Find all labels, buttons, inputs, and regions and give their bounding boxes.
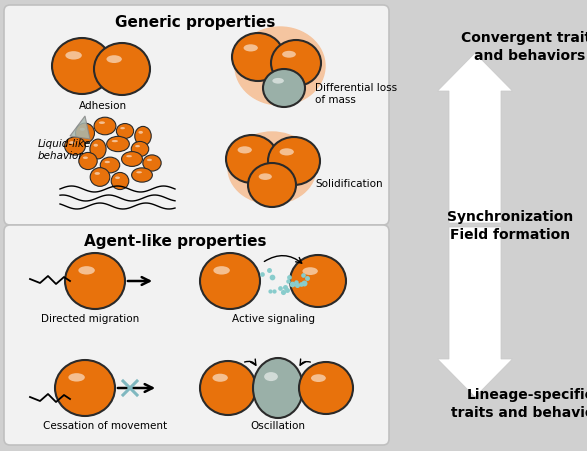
Ellipse shape [135, 146, 140, 148]
Ellipse shape [106, 56, 122, 64]
Ellipse shape [78, 267, 95, 275]
Ellipse shape [116, 124, 134, 139]
Ellipse shape [299, 362, 353, 414]
Ellipse shape [290, 255, 346, 307]
Text: Cessation of movement: Cessation of movement [43, 420, 167, 430]
Ellipse shape [107, 137, 129, 152]
Ellipse shape [200, 253, 260, 309]
Ellipse shape [244, 45, 258, 52]
Ellipse shape [311, 374, 326, 382]
FancyArrow shape [437, 227, 512, 397]
Ellipse shape [228, 133, 316, 205]
Ellipse shape [94, 118, 116, 135]
Ellipse shape [263, 70, 305, 108]
Text: Adhesion: Adhesion [79, 101, 127, 111]
Ellipse shape [213, 267, 230, 275]
Ellipse shape [115, 177, 120, 179]
Ellipse shape [259, 174, 272, 180]
Ellipse shape [93, 144, 98, 147]
Ellipse shape [131, 169, 153, 183]
Ellipse shape [126, 156, 132, 158]
Ellipse shape [79, 153, 97, 170]
Ellipse shape [212, 374, 228, 382]
FancyBboxPatch shape [4, 226, 389, 445]
Ellipse shape [264, 372, 278, 381]
Polygon shape [70, 117, 90, 140]
Ellipse shape [80, 129, 85, 131]
Ellipse shape [104, 161, 110, 164]
Ellipse shape [69, 142, 75, 145]
Ellipse shape [65, 253, 125, 309]
Ellipse shape [272, 79, 284, 84]
Ellipse shape [100, 158, 120, 174]
Ellipse shape [238, 147, 252, 154]
Ellipse shape [76, 124, 95, 143]
Ellipse shape [282, 52, 296, 59]
Ellipse shape [111, 173, 129, 190]
Ellipse shape [200, 361, 256, 415]
Text: Differential loss
of mass: Differential loss of mass [315, 83, 397, 105]
Ellipse shape [68, 373, 85, 382]
Ellipse shape [65, 138, 85, 156]
Ellipse shape [122, 152, 143, 167]
Ellipse shape [131, 142, 149, 157]
Ellipse shape [90, 140, 106, 160]
FancyArrow shape [437, 54, 512, 224]
Ellipse shape [139, 132, 143, 134]
Ellipse shape [83, 157, 88, 160]
Ellipse shape [99, 122, 105, 124]
Ellipse shape [112, 141, 118, 143]
Text: Directed migration: Directed migration [41, 313, 139, 323]
Ellipse shape [136, 172, 142, 174]
Ellipse shape [90, 168, 110, 187]
Ellipse shape [65, 52, 82, 60]
Text: Generic properties: Generic properties [115, 14, 275, 29]
Text: Solidification: Solidification [315, 179, 383, 189]
Ellipse shape [52, 39, 112, 95]
Text: Active signaling: Active signaling [232, 313, 315, 323]
Ellipse shape [143, 156, 161, 172]
Text: Liquid-like
behavior: Liquid-like behavior [38, 138, 91, 161]
Text: Convergent traits
and behaviors: Convergent traits and behaviors [461, 31, 587, 63]
Text: Agent-like properties: Agent-like properties [84, 234, 266, 249]
Text: Lineage-specific
traits and behaviors: Lineage-specific traits and behaviors [451, 387, 587, 419]
Ellipse shape [302, 267, 318, 276]
Ellipse shape [268, 138, 320, 186]
Ellipse shape [147, 159, 152, 162]
Ellipse shape [271, 41, 321, 87]
Ellipse shape [253, 358, 303, 418]
Ellipse shape [120, 128, 125, 130]
FancyBboxPatch shape [4, 6, 389, 226]
Ellipse shape [94, 44, 150, 96]
Ellipse shape [95, 173, 100, 175]
Text: Oscillation: Oscillation [251, 420, 305, 430]
Ellipse shape [235, 28, 325, 106]
Ellipse shape [279, 149, 294, 156]
Ellipse shape [226, 136, 278, 184]
Text: Synchronization
Field formation: Synchronization Field formation [447, 209, 573, 242]
Ellipse shape [232, 34, 284, 82]
Ellipse shape [248, 164, 296, 207]
Ellipse shape [135, 127, 151, 146]
Ellipse shape [55, 360, 115, 416]
